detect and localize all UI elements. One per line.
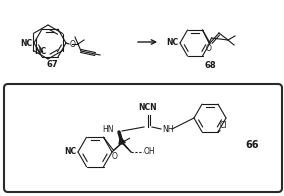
Text: O: O (206, 44, 212, 53)
Text: NC: NC (64, 148, 76, 156)
Text: NC: NC (34, 47, 46, 56)
Text: OH: OH (144, 148, 156, 156)
Text: NH: NH (162, 125, 174, 134)
Text: O: O (112, 152, 118, 161)
Text: HN: HN (103, 124, 114, 133)
Text: 66: 66 (245, 140, 258, 150)
Text: O: O (70, 40, 76, 48)
Text: NC: NC (20, 38, 32, 47)
Text: Cl: Cl (220, 121, 227, 130)
Text: NCN: NCN (139, 103, 157, 112)
Text: 67: 67 (46, 60, 58, 69)
Text: 68: 68 (204, 61, 216, 70)
Text: NC: NC (166, 37, 178, 46)
FancyBboxPatch shape (4, 84, 282, 192)
